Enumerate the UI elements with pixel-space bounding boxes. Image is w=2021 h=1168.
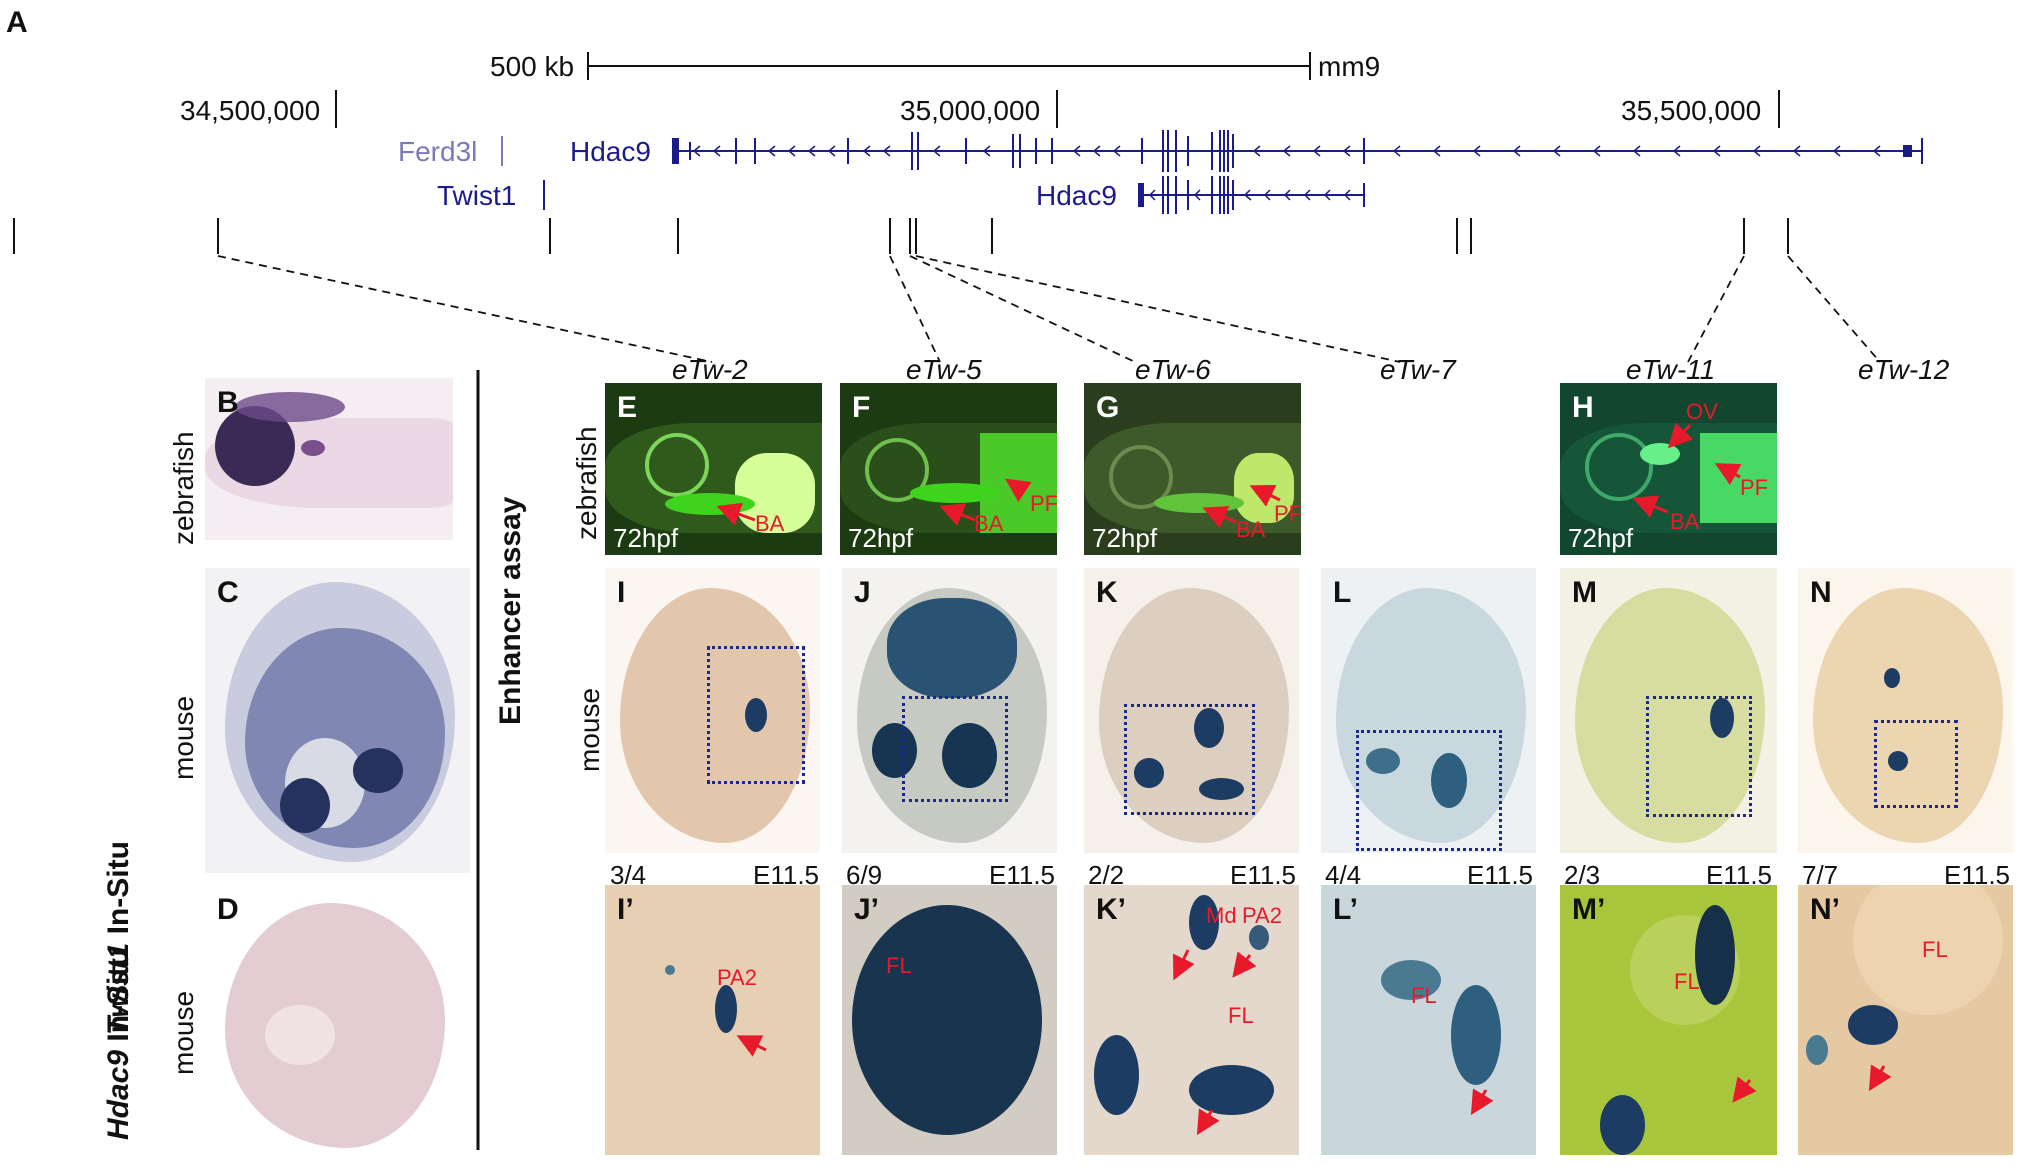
stage-m: E11.5 — [1706, 860, 1773, 890]
panel-label-i: I — [617, 576, 626, 609]
scale-bar-label: 500 kb — [490, 51, 575, 82]
enhancer-label-etw7: eTw-7 — [1380, 354, 1456, 385]
panel-label-g: G — [1096, 391, 1120, 424]
count-k: 2/2 — [1088, 860, 1125, 890]
gene-label-hdac9: Hdac9 — [570, 136, 651, 167]
panel-i-mouse-etw2: I — [605, 568, 820, 853]
panel-label-k-prime: K’ — [1096, 893, 1126, 926]
count-j: 6/9 — [846, 860, 883, 890]
panel-n-prime-zoom: N’ FL — [1798, 885, 2013, 1155]
stage-n: E11.5 — [1944, 860, 2011, 890]
pf-annotation-g: PF — [1274, 501, 1301, 526]
panel-label-a: A — [6, 6, 28, 39]
enhancer-label-etw11: eTw-11 — [1626, 354, 1716, 385]
stage-l: E11.5 — [1467, 860, 1534, 890]
panel-j-prime-zoom: J’ FL — [842, 885, 1057, 1155]
panel-label-n-prime: N’ — [1810, 893, 1840, 926]
coord-label-3: 35,500,000 — [1621, 95, 1762, 126]
panel-k-mouse-etw6: K — [1084, 568, 1299, 853]
md-annotation-k: Md — [1206, 903, 1237, 928]
ba-annotation-g: BA — [1236, 517, 1266, 542]
count-i: 3/4 — [610, 860, 647, 890]
panel-j-mouse-etw5: J — [842, 568, 1057, 853]
enhancer-label-etw6: eTw-6 — [1135, 354, 1211, 385]
panel-label-b: B — [217, 386, 239, 419]
panel-label-c: C — [217, 576, 239, 609]
assembly-label: mm9 — [1318, 51, 1381, 82]
fl-annotation-l: FL — [1411, 983, 1437, 1008]
panel-label-f: F — [852, 391, 871, 424]
ba-annotation-f: BA — [974, 511, 1004, 536]
pf-annotation-f: PF — [1030, 491, 1057, 516]
panel-m-mouse-etw11: M — [1560, 568, 1777, 853]
coord-label-1: 34,500,000 — [180, 95, 321, 126]
pa2-annotation-i: PA2 — [717, 965, 757, 990]
enhancer-label-etw12: eTw-12 — [1858, 354, 1950, 385]
ba-annotation-h: BA — [1670, 509, 1700, 534]
panel-m-prime-zoom: M’ FL — [1560, 885, 1777, 1155]
panel-label-e: E — [617, 391, 638, 424]
stage-k: E11.5 — [1230, 860, 1297, 890]
panel-k-prime-zoom: K’ Md PA2 FL — [1084, 885, 1299, 1155]
panel-d-mouse-hdac9: D — [205, 885, 470, 1155]
coord-label-2: 35,000,000 — [900, 95, 1041, 126]
stage-j: E11.5 — [989, 860, 1056, 890]
panel-label-j-prime: J’ — [854, 893, 880, 926]
count-l: 4/4 — [1325, 860, 1362, 890]
panel-label-i-prime: I’ — [617, 893, 634, 926]
ov-annotation-h: OV — [1686, 399, 1718, 424]
panel-i-prime-zoom: I’ PA2 — [605, 885, 820, 1155]
panel-e-zebrafish-etw2: E BA 72hpf — [605, 383, 822, 555]
panel-label-j: J — [854, 576, 871, 609]
pf-annotation-h: PF — [1740, 475, 1769, 500]
gene-label-twist1: Twist1 — [437, 180, 517, 211]
ba-annotation-e: BA — [755, 511, 785, 536]
fl-annotation-k: FL — [1228, 1003, 1254, 1028]
enhancer-label-etw5: eTw-5 — [906, 354, 982, 385]
panel-label-m: M — [1572, 576, 1597, 609]
panel-l-prime-zoom: L’ FL — [1321, 885, 1536, 1155]
panel-label-k: K — [1096, 576, 1118, 609]
fl-annotation-n: FL — [1922, 937, 1948, 962]
gene-label-hdac9-short: Hdac9 — [1036, 180, 1117, 211]
panel-label-d: D — [217, 893, 239, 926]
stage-i: E11.5 — [753, 860, 820, 890]
panel-label-m-prime: M’ — [1572, 893, 1606, 926]
stage-label-f: 72hpf — [848, 523, 914, 553]
panel-label-h: H — [1572, 391, 1594, 424]
pa2-annotation-k: PA2 — [1242, 903, 1282, 928]
count-n: 7/7 — [1802, 860, 1839, 890]
panel-n-mouse-etw12: N — [1798, 568, 2013, 853]
panel-label-l: L — [1333, 576, 1352, 609]
stage-label-g: 72hpf — [1092, 523, 1158, 553]
panel-l-mouse-etw7: L — [1321, 568, 1536, 853]
stage-label-e: 72hpf — [613, 523, 679, 553]
fl-annotation-m: FL — [1674, 969, 1700, 994]
stage-label-h: 72hpf — [1568, 523, 1634, 553]
panel-label-l-prime: L’ — [1333, 893, 1359, 926]
gene-label-ferd3l: Ferd3l — [398, 136, 478, 167]
panel-b-zebrafish-insitu: B — [205, 378, 453, 540]
panel-g-zebrafish-etw6: G BA PF 72hpf — [1084, 383, 1301, 555]
fl-annotation-j: FL — [886, 953, 912, 978]
count-m: 2/3 — [1564, 860, 1601, 890]
enhancer-label-etw2: eTw-2 — [672, 354, 748, 385]
panel-label-n: N — [1810, 576, 1832, 609]
panel-c-mouse-insitu: C — [205, 568, 470, 873]
